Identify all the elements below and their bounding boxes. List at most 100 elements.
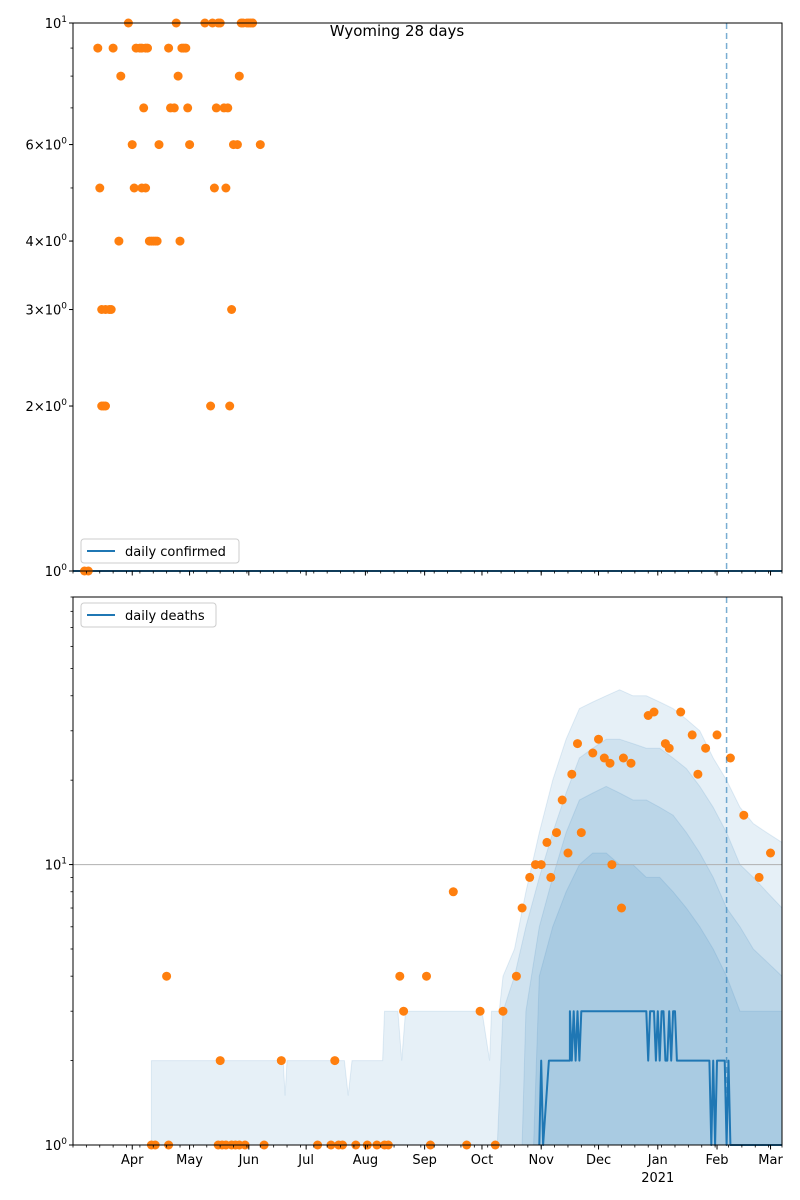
deaths-point-26 [422,971,431,981]
bottom-y-ticks: 100 101 [45,596,73,1154]
bottom-legend: daily deaths [80,602,217,628]
top-y-tick-label: 101 [45,15,67,32]
confirmed-point-29 [152,236,162,246]
deaths-point-53 [626,758,636,768]
confirmed-point-46 [211,103,221,113]
deaths-point-39 [546,872,556,882]
deaths-point-24 [395,971,405,981]
deaths-point-33 [511,971,521,981]
daily-deaths-line [538,1010,782,1146]
deaths-point-57 [664,743,674,753]
x-tick-label: Jun [238,1153,259,1168]
x-tick-label: Mar [758,1153,783,1168]
bottom-points-layer [146,707,775,1150]
bottom-y-tick-label: 101 [45,857,67,874]
x-year-label: 2021 [641,1171,674,1186]
bottom-legend-label: daily deaths [125,609,205,624]
confirmed-point-51 [223,103,233,113]
confirmed-point-3 [95,183,105,193]
x-tick-label: Apr [121,1153,144,1168]
deaths-point-34 [517,903,527,913]
deaths-point-62 [712,730,722,740]
deaths-point-44 [573,739,582,749]
band-2 [496,738,783,1146]
deaths-point-51 [617,903,626,913]
confirmed-point-21 [139,103,149,113]
confirmed-point-16 [129,183,139,193]
top-y-ticks: 100 2×100 3×100 4×100 6×100 101 [26,15,73,580]
x-tick-label: Feb [706,1153,729,1168]
chart-title: Wyoming 28 days [330,22,465,40]
confirmed-point-11 [108,43,118,53]
band-3 [521,785,783,1146]
deaths-point-52 [618,753,628,763]
confirmed-point-53 [227,305,237,314]
confirmed-point-31 [164,43,174,53]
deaths-point-63 [725,753,735,763]
confirmed-point-40 [183,103,193,113]
bottom-y-tick-label: 100 [45,1137,68,1154]
band-4 [533,852,783,1146]
deaths-point-48 [599,753,609,763]
deaths-point-35 [525,872,535,882]
deaths-point-66 [766,848,775,858]
confirmed-point-24 [143,43,152,53]
confirmed-point-52 [225,401,235,411]
confirmed-point-13 [116,71,126,81]
confirmed-point-30 [154,140,164,150]
top-y-tick-label: 6×100 [26,137,68,154]
deaths-point-13 [276,1056,286,1066]
band-1 [150,689,783,1146]
top-y-tick-label: 3×100 [26,302,68,319]
confirmed-point-10 [106,305,116,314]
deaths-point-61 [701,743,711,753]
x-tick-label: Nov [529,1153,555,1168]
confirmed-point-45 [209,183,219,193]
deaths-point-59 [687,730,697,740]
bottom-legend-box [80,602,217,628]
top-axes-frame [72,22,783,572]
confirmed-point-63 [255,140,265,150]
deaths-point-47 [594,734,603,744]
confirmed-point-33 [169,103,179,113]
deaths-point-42 [563,848,573,858]
deaths-point-58 [676,707,686,717]
deaths-point-45 [576,828,586,838]
confirmed-point-50 [221,183,231,193]
top-y-tick-label: 2×100 [26,398,68,415]
bottom-x-ticks: Apr May Jun Jul Aug Sep Oct Nov Dec Jan 2021 Feb Mar [72,1145,783,1186]
confirmed-point-8 [101,401,110,411]
deaths-point-60 [693,769,703,779]
deaths-point-38 [542,837,552,847]
confirmed-point-43 [206,401,216,411]
deaths-point-41 [557,795,567,805]
deaths-point-30 [475,1006,485,1016]
top-points-layer [80,18,265,576]
deaths-point-40 [552,828,561,838]
confirmed-point-55 [232,140,242,150]
deaths-point-43 [567,769,577,779]
deaths-point-37 [536,860,546,870]
confirmed-point-22 [141,183,151,193]
top-legend-label: daily confirmed [125,545,226,560]
deaths-point-2 [162,971,172,981]
deaths-point-49 [605,758,615,768]
top-y-tick-label: 4×100 [26,233,68,250]
x-tick-label: Dec [586,1153,611,1168]
deaths-point-5 [215,1056,225,1066]
confirmed-point-56 [234,71,244,81]
deaths-point-25 [399,1006,409,1016]
top-y-tick-label: 100 [45,563,68,580]
deaths-point-64 [739,810,749,820]
confirmed-point-12 [114,236,124,246]
deaths-point-46 [588,748,598,758]
deaths-point-55 [649,707,659,717]
x-tick-label: May [176,1153,203,1168]
x-tick-label: Oct [471,1153,493,1168]
confirmed-point-36 [175,236,185,246]
bottom-axes-frame [72,596,783,1146]
deaths-point-28 [448,887,458,897]
confirmed-point-41 [185,140,195,150]
